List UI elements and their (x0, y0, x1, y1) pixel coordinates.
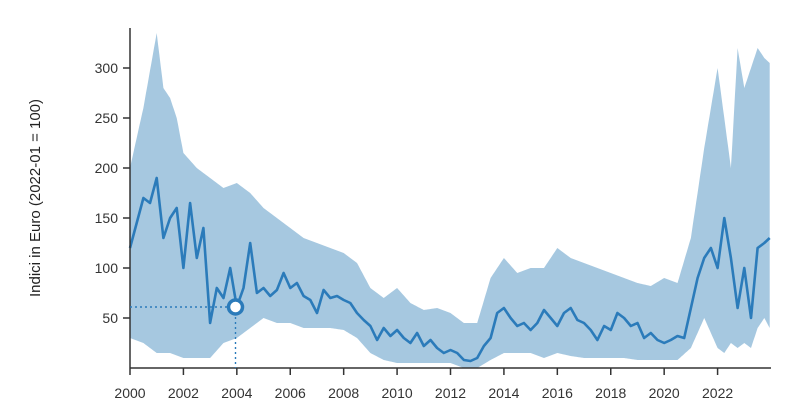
highlight-point (226, 298, 245, 316)
x-tick-label: 2018 (595, 385, 626, 401)
x-tick-label: 2010 (382, 385, 413, 401)
confidence-band (130, 33, 770, 368)
x-tick-label: 2004 (221, 385, 252, 401)
x-tick-label: 2002 (168, 385, 199, 401)
x-tick-label: 2014 (488, 385, 519, 401)
band-area (130, 33, 770, 368)
x-tick-label: 2012 (435, 385, 466, 401)
x-tick-label: 2016 (542, 385, 573, 401)
highlight-group (130, 298, 245, 368)
x-tick-label: 2022 (702, 385, 733, 401)
x-tick-label: 2020 (649, 385, 680, 401)
axes: 50 100 150 200 250 300 2000 2002 2004 2006 2008 201… (95, 28, 771, 401)
y-tick-label: 50 (102, 310, 118, 326)
x-tick-label: 2006 (275, 385, 306, 401)
y-axis-title: Indici in Euro (2022-01 = 100) (27, 99, 44, 297)
y-tick-label: 200 (95, 160, 119, 176)
x-tick-label: 2008 (328, 385, 359, 401)
y-tick-label: 300 (95, 60, 119, 76)
y-tick-label: 150 (95, 210, 119, 226)
x-tick-label: 2000 (114, 385, 145, 401)
y-tick-label: 100 (95, 260, 119, 276)
y-tick-label: 250 (95, 110, 119, 126)
